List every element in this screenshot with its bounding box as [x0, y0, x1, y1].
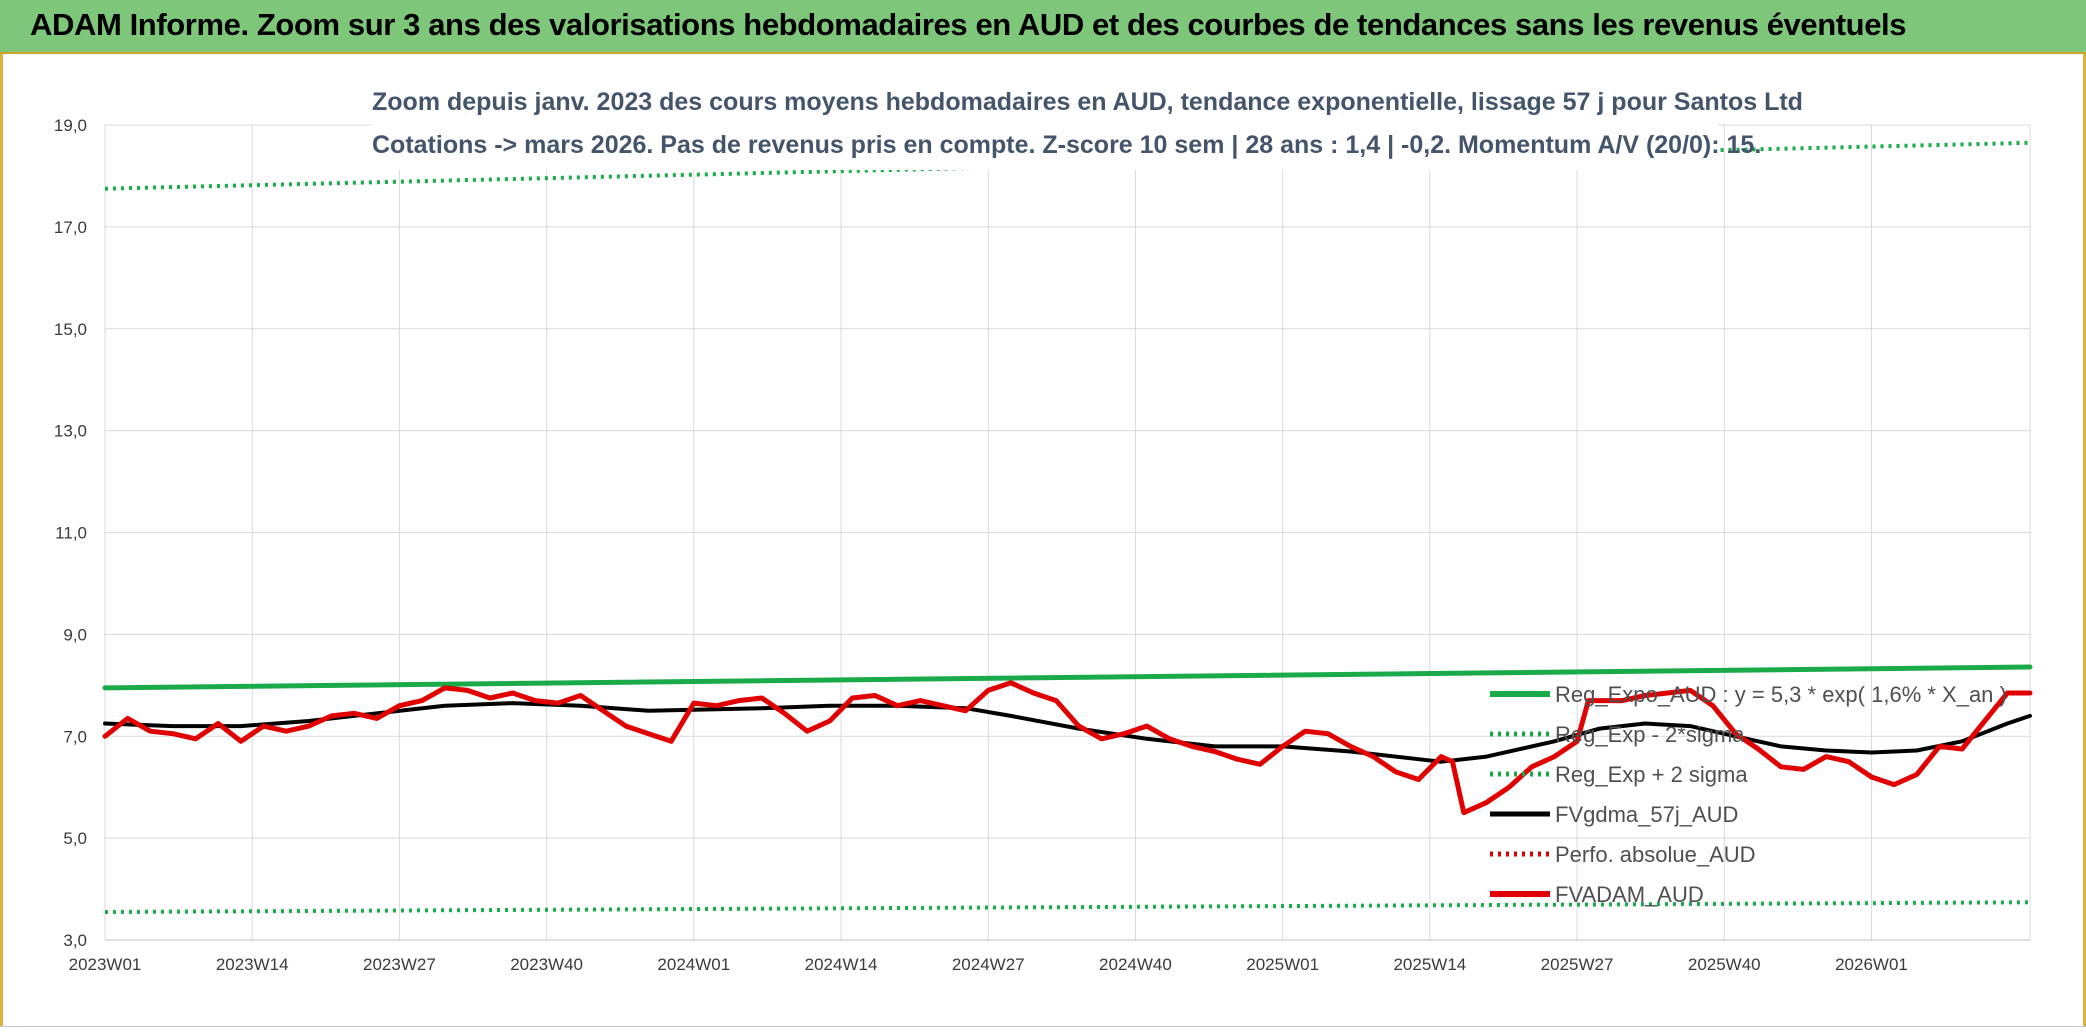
legend-label: Reg_Exp + 2 sigma — [1555, 762, 1748, 787]
y-tick-label: 5,0 — [63, 829, 87, 848]
legend-label: Reg_Expo_AUD : y = 5,3 * exp( 1,6% * X_a… — [1555, 682, 2007, 707]
legend-label: FVADAM_AUD — [1555, 882, 1704, 907]
x-tick-label: 2025W27 — [1541, 955, 1614, 974]
legend-label: Reg_Exp - 2*sigma — [1555, 722, 1745, 747]
x-tick-label: 2024W01 — [657, 955, 730, 974]
series-line-3 — [103, 701, 2032, 764]
y-tick-label: 19,0 — [54, 116, 87, 135]
x-axis-ticks: 2023W01 2023W14 2023W27 2023W40 2024W01 2024W… — [69, 955, 1908, 974]
x-tick-label: 2025W01 — [1246, 955, 1319, 974]
chart-title-background — [372, 82, 1718, 170]
y-tick-label: 3,0 — [63, 931, 87, 950]
series-group — [102, 140, 2033, 914]
chart-title: Zoom depuis janv. 2023 des cours moyens … — [372, 88, 1803, 116]
header-title: ADAM Informe. Zoom sur 3 ans des valoris… — [30, 7, 1907, 42]
x-tick-label: 2024W14 — [805, 955, 878, 974]
y-tick-label: 17,0 — [54, 218, 87, 237]
x-tick-label: 2023W01 — [69, 955, 142, 974]
chart-frame-bottom — [0, 1026, 2086, 1032]
x-tick-label: 2026W01 — [1835, 955, 1908, 974]
x-tick-label: 2023W40 — [510, 955, 583, 974]
y-tick-label: 11,0 — [55, 524, 87, 543]
x-tick-label: 2024W40 — [1099, 955, 1172, 974]
chart-frame — [0, 54, 2086, 1031]
y-tick-label: 15,0 — [54, 320, 87, 339]
chart-subtitle: Cotations -> mars 2026. Pas de revenus p… — [372, 131, 1761, 159]
legend-label: FVgdma_57j_AUD — [1555, 802, 1738, 827]
y-tick-label: 7,0 — [63, 727, 87, 746]
x-tick-label: 2025W40 — [1688, 955, 1761, 974]
x-tick-label: 2023W14 — [216, 955, 289, 974]
grid — [104, 124, 2031, 941]
legend: Reg_Expo_AUD : y = 5,3 * exp( 1,6% * X_a… — [1490, 682, 2007, 907]
legend-label: Perfo. absolue_AUD — [1555, 842, 1756, 867]
y-tick-label: 9,0 — [63, 625, 87, 644]
series-line-1 — [104, 900, 2031, 914]
series-line-0 — [102, 664, 2033, 691]
y-axis-ticks: 3,0 5,0 7,0 9,0 11,0 13,0 15,0 17,0 19,0 — [54, 116, 87, 950]
y-tick-label: 13,0 — [54, 422, 87, 441]
x-tick-label: 2024W27 — [952, 955, 1025, 974]
header-banner: ADAM Informe. Zoom sur 3 ans des valoris… — [0, 0, 2086, 54]
x-tick-label: 2025W14 — [1393, 955, 1466, 974]
x-tick-label: 2023W27 — [363, 955, 436, 974]
series-line-5 — [102, 680, 2033, 816]
